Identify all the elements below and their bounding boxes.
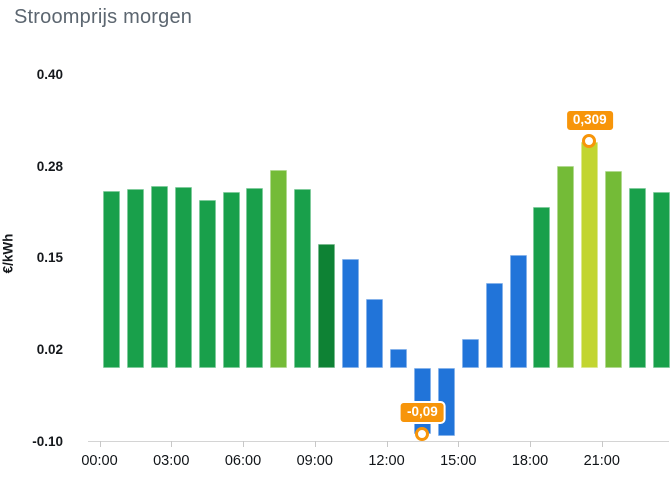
x-tick-label: 06:00 xyxy=(224,453,262,469)
y-tick-label: 0.28 xyxy=(36,158,63,174)
chart-title: Stroomprijs morgen xyxy=(14,6,193,28)
y-tick-label: 0.02 xyxy=(36,342,63,358)
price-bar-18:00[interactable] xyxy=(533,207,551,369)
max-price-marker xyxy=(582,134,597,149)
max-price-label: 0,309 xyxy=(564,108,615,132)
price-bar-00:00[interactable] xyxy=(102,190,120,369)
price-bar-07:00[interactable] xyxy=(270,169,288,369)
x-tick-mark xyxy=(99,440,101,447)
x-tick-label: 15:00 xyxy=(440,453,477,469)
y-tick-label: 0.40 xyxy=(36,67,63,83)
x-tick-label: 18:00 xyxy=(511,453,549,469)
y-tick-label: -0.10 xyxy=(32,433,63,449)
price-bar-12:00[interactable] xyxy=(389,348,407,369)
price-bar-09:00[interactable] xyxy=(318,243,336,369)
price-bar-11:00[interactable] xyxy=(366,298,384,369)
price-bar-06:00[interactable] xyxy=(246,187,264,369)
price-bar-22:00[interactable] xyxy=(629,187,647,369)
price-bar-20:00[interactable] xyxy=(581,141,599,369)
price-bar-17:00[interactable] xyxy=(509,255,527,369)
price-bar-16:00[interactable] xyxy=(485,282,503,369)
x-tick-label: 09:00 xyxy=(296,453,333,469)
price-bar-05:00[interactable] xyxy=(222,192,240,369)
price-bar-02:00[interactable] xyxy=(150,186,168,369)
x-tick-mark xyxy=(171,440,173,447)
x-tick-mark xyxy=(243,440,244,447)
price-bar-15:00[interactable] xyxy=(461,339,479,369)
x-tick-label: 00:00 xyxy=(81,453,118,469)
min-price-label: -0,09 xyxy=(398,401,446,425)
price-bar-23:00[interactable] xyxy=(653,192,671,369)
x-axis-line xyxy=(88,440,669,442)
x-tick-mark xyxy=(601,440,603,447)
x-tick-label: 12:00 xyxy=(368,453,405,469)
x-tick-mark xyxy=(458,440,460,447)
y-tick-label: 0.15 xyxy=(36,250,63,266)
min-price-marker xyxy=(414,426,429,441)
x-tick-mark xyxy=(386,440,388,447)
price-bar-04:00[interactable] xyxy=(198,199,216,369)
x-tick-label: 21:00 xyxy=(583,453,620,469)
price-bar-01:00[interactable] xyxy=(126,188,144,369)
price-bar-08:00[interactable] xyxy=(294,188,312,369)
price-bar-03:00[interactable] xyxy=(174,187,192,369)
x-tick-mark xyxy=(314,440,316,447)
x-tick-label: 03:00 xyxy=(153,453,190,469)
price-bar-10:00[interactable] xyxy=(342,259,360,369)
x-tick-mark xyxy=(530,440,531,447)
price-bar-19:00[interactable] xyxy=(557,165,575,369)
price-bar-21:00[interactable] xyxy=(605,171,623,369)
